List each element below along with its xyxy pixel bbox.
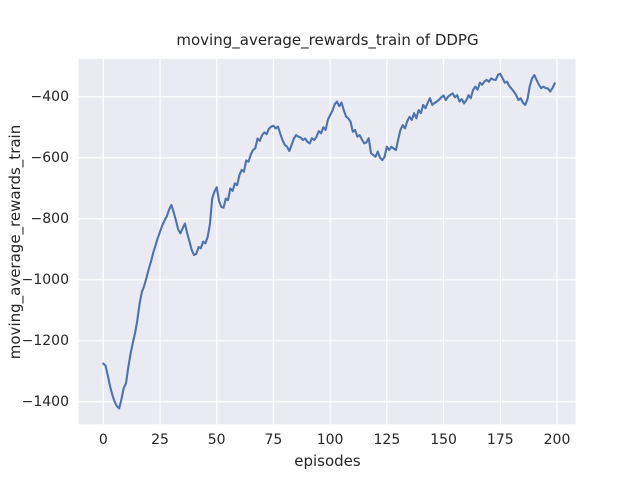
x-tick-label: 0 (98, 432, 108, 448)
x-tick-label: 125 (373, 432, 401, 448)
y-tick-label: −1400 (21, 393, 69, 410)
y-tick-label: −1200 (21, 332, 69, 349)
x-tick-label: 175 (486, 432, 514, 448)
x-tick-label: 150 (430, 432, 457, 448)
x-tick-label: 75 (264, 432, 283, 448)
x-tick-label: 200 (543, 432, 571, 448)
plot-background (78, 59, 576, 425)
x-axis-label: episodes (294, 452, 361, 470)
x-tick-label: 25 (151, 432, 169, 448)
chart-title: moving_average_rewards_train of DDPG (176, 31, 479, 49)
y-tick-label: −800 (30, 210, 69, 227)
x-tick-label: 100 (316, 432, 344, 448)
y-tick-label: −600 (30, 149, 69, 166)
x-tick-label: 50 (207, 432, 226, 448)
y-tick-label: −1000 (21, 271, 69, 288)
reward-line (102, 72, 556, 410)
y-tick-label: −400 (30, 88, 69, 105)
